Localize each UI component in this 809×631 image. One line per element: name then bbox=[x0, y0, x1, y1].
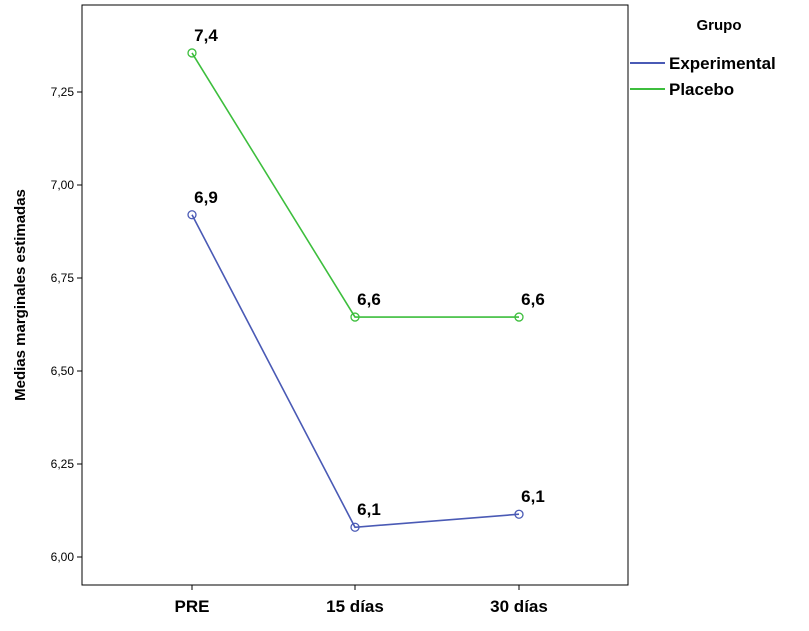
data-label: 6,1 bbox=[357, 500, 381, 519]
series-layer: 6,9 6,1 6,1 7,4 6,6 6,6 bbox=[187, 26, 545, 532]
y-tick-label: 6,00 bbox=[51, 550, 75, 564]
data-point bbox=[350, 522, 360, 532]
y-axis: 6,00 6,25 6,50 6,75 7,00 7,25 bbox=[51, 85, 82, 564]
y-tick-label: 6,75 bbox=[51, 271, 75, 285]
y-tick-label: 6,50 bbox=[51, 364, 75, 378]
y-tick-label: 7,25 bbox=[51, 85, 75, 99]
legend: Grupo Experimental Placebo bbox=[630, 17, 776, 99]
data-point bbox=[350, 312, 360, 322]
data-point bbox=[514, 509, 524, 519]
data-label: 6,6 bbox=[357, 290, 381, 309]
legend-label: Experimental bbox=[669, 54, 776, 73]
legend-label: Placebo bbox=[669, 80, 734, 99]
data-label: 6,1 bbox=[521, 487, 545, 506]
data-label: 6,6 bbox=[521, 290, 545, 309]
legend-title: Grupo bbox=[697, 17, 742, 34]
data-label: 6,9 bbox=[194, 188, 218, 207]
x-axis: PRE 15 días 30 días bbox=[175, 585, 548, 616]
y-axis-title: Medias marginales estimadas bbox=[12, 189, 29, 401]
plot-frame bbox=[81, 4, 629, 586]
x-tick-label: 15 días bbox=[326, 597, 384, 616]
series-line bbox=[191, 52, 519, 318]
x-tick-label: 30 días bbox=[490, 597, 548, 616]
data-label: 7,4 bbox=[194, 26, 218, 45]
series-line bbox=[191, 214, 520, 529]
y-tick-label: 6,25 bbox=[51, 457, 75, 471]
data-point bbox=[514, 312, 524, 322]
data-point bbox=[187, 210, 197, 220]
data-point bbox=[187, 48, 197, 58]
y-tick-label: 7,00 bbox=[51, 178, 75, 192]
x-tick-label: PRE bbox=[175, 597, 210, 616]
